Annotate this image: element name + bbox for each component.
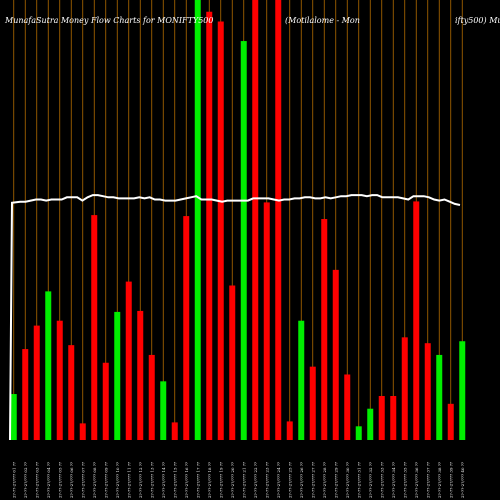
bar-5 bbox=[56, 320, 63, 440]
x-tick-label: 2?-??-2?/??? 38 ?? bbox=[437, 462, 442, 498]
bar-3 bbox=[33, 325, 40, 440]
bar-6 bbox=[68, 345, 75, 440]
x-tick-label: 2?-??-2?/??? 40 ?? bbox=[460, 462, 465, 498]
x-tick-label: 2?-??-2?/??? 29 ?? bbox=[333, 462, 338, 498]
x-tick-label: 2?-??-2?/??? 14 ?? bbox=[161, 462, 166, 498]
x-tick-label: 2?-??-2?/??? 09 ?? bbox=[103, 462, 108, 498]
x-tick-label: 2?-??-2?/??? 37 ?? bbox=[425, 462, 430, 498]
x-tick-label: 2?-??-2?/??? 18 ?? bbox=[207, 462, 212, 498]
x-tick-label: 2?-??-2?/??? 19 ?? bbox=[218, 462, 223, 498]
title-right: ifty500) Mu bbox=[455, 16, 500, 25]
x-tick-label: 2?-??-2?/??? 28 ?? bbox=[322, 462, 327, 498]
bar-30 bbox=[344, 374, 351, 440]
x-tick-labels: 2?-??-2?/??? 01 ?? 2?-??-2?/??? 02 ?? 2?-?… bbox=[11, 462, 465, 498]
grid-lines bbox=[13, 0, 463, 440]
bar-37 bbox=[424, 343, 431, 440]
bar-24 bbox=[275, 0, 282, 440]
bar-16 bbox=[183, 216, 190, 440]
bar-4 bbox=[45, 291, 52, 440]
bar-26 bbox=[298, 320, 305, 440]
bar-22 bbox=[252, 0, 259, 440]
bar-2 bbox=[22, 349, 29, 440]
money-flow-line bbox=[9, 194, 461, 441]
x-tick-label: 2?-??-2?/??? 30 ?? bbox=[345, 462, 350, 498]
bar-28 bbox=[321, 219, 328, 440]
bar-29 bbox=[332, 269, 339, 440]
x-tick-label: 2?-??-2?/??? 10 ?? bbox=[115, 462, 120, 498]
bar-14 bbox=[160, 381, 167, 440]
bar-17 bbox=[194, 0, 201, 440]
x-tick-label: 2?-??-2?/??? 17 ?? bbox=[195, 462, 200, 498]
x-tick-label: 2?-??-2?/??? 07 ?? bbox=[80, 462, 85, 498]
x-tick-label: 2?-??-2?/??? 16 ?? bbox=[184, 462, 189, 498]
x-tick-label: 2?-??-2?/??? 11 ?? bbox=[126, 462, 131, 498]
bar-7 bbox=[79, 423, 86, 440]
x-tick-label: 2?-??-2?/??? 39 ?? bbox=[448, 462, 453, 498]
x-tick-label: 2?-??-2?/??? 03 ?? bbox=[34, 462, 39, 498]
bar-9 bbox=[102, 362, 109, 440]
x-tick-label: 2?-??-2?/??? 08 ?? bbox=[92, 462, 97, 498]
bar-11 bbox=[125, 281, 132, 440]
x-tick-label: 2?-??-2?/??? 05 ?? bbox=[57, 462, 62, 498]
bar-12 bbox=[137, 310, 144, 440]
bar-31 bbox=[355, 426, 362, 440]
x-tick-label: 2?-??-2?/??? 15 ?? bbox=[172, 462, 177, 498]
x-tick-label: 2?-??-2?/??? 32 ?? bbox=[368, 462, 373, 498]
bar-35 bbox=[401, 337, 408, 440]
x-tick-label: 2?-??-2?/??? 21 ?? bbox=[241, 462, 246, 498]
bar-8 bbox=[91, 215, 98, 440]
bar-1 bbox=[10, 394, 17, 440]
chart-title: MunafaSutra Money Flow Charts for MONIFT… bbox=[4, 16, 500, 25]
x-tick-label: 2?-??-2?/??? 02 ?? bbox=[23, 462, 28, 498]
bar-32 bbox=[367, 408, 374, 440]
x-tick-label: 2?-??-2?/??? 23 ?? bbox=[264, 462, 269, 498]
bar-23 bbox=[263, 202, 270, 440]
bar-27 bbox=[309, 366, 316, 440]
bar-20 bbox=[229, 285, 236, 440]
bar-18 bbox=[206, 11, 213, 440]
x-tick-label: 2?-??-2?/??? 22 ?? bbox=[253, 462, 258, 498]
x-tick-label: 2?-??-2?/??? 25 ?? bbox=[287, 462, 292, 498]
x-tick-label: 2?-??-2?/??? 20 ?? bbox=[230, 462, 235, 498]
x-tick-label: 2?-??-2?/??? 01 ?? bbox=[11, 462, 16, 498]
bar-10 bbox=[114, 311, 121, 440]
x-tick-label: 2?-??-2?/??? 06 ?? bbox=[69, 462, 74, 498]
bar-34 bbox=[390, 396, 397, 440]
x-tick-label: 2?-??-2?/??? 12 ?? bbox=[138, 462, 143, 498]
bar-25 bbox=[286, 421, 293, 440]
title-left: MunafaSutra Money Flow Charts for MONIFT… bbox=[4, 16, 213, 25]
x-tick-label: 2?-??-2?/??? 35 ?? bbox=[402, 462, 407, 498]
bar-19 bbox=[217, 21, 224, 441]
title-mid: (Motilalome - Mon bbox=[285, 16, 360, 25]
bar-15 bbox=[171, 422, 178, 440]
bar-13 bbox=[148, 354, 155, 440]
x-tick-label: 2?-??-2?/??? 33 ?? bbox=[379, 462, 384, 498]
bar-39 bbox=[447, 403, 454, 440]
x-tick-label: 2?-??-2?/??? 26 ?? bbox=[299, 462, 304, 498]
x-tick-label: 2?-??-2?/??? 36 ?? bbox=[414, 462, 419, 498]
bar-36 bbox=[413, 201, 420, 440]
bar-21 bbox=[240, 41, 247, 441]
bar-33 bbox=[378, 396, 385, 440]
x-tick-label: 2?-??-2?/??? 24 ?? bbox=[276, 462, 281, 498]
bar-40 bbox=[459, 341, 466, 440]
x-tick-label: 2?-??-2?/??? 27 ?? bbox=[310, 462, 315, 498]
money-flow-line-path bbox=[9, 194, 461, 441]
x-tick-label: 2?-??-2?/??? 31 ?? bbox=[356, 462, 361, 498]
x-tick-label: 2?-??-2?/??? 13 ?? bbox=[149, 462, 154, 498]
bar-series bbox=[10, 0, 466, 441]
x-tick-label: 2?-??-2?/??? 34 ?? bbox=[391, 462, 396, 498]
bar-38 bbox=[436, 354, 443, 440]
x-tick-label: 2?-??-2?/??? 04 ?? bbox=[46, 462, 51, 498]
